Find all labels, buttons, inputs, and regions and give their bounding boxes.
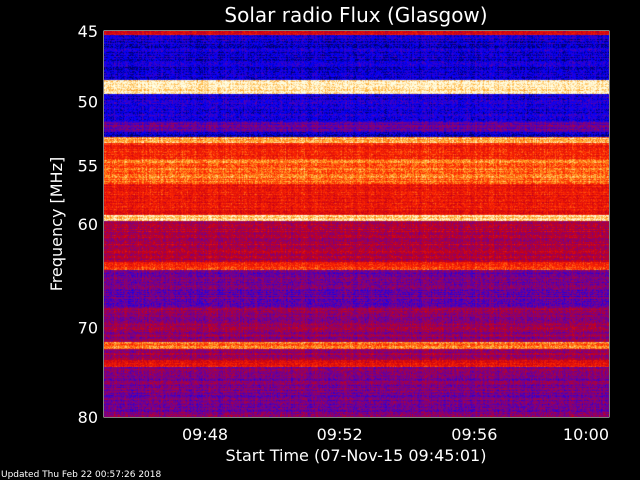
y-tick-label: 70 xyxy=(78,318,98,337)
spectrogram-image xyxy=(104,31,609,417)
y-tick-label: 50 xyxy=(78,93,98,112)
chart-title: Solar radio Flux (Glasgow) xyxy=(224,3,487,27)
x-tick-label: 10:00 xyxy=(563,425,609,444)
y-axis-label: Frequency [MHz] xyxy=(47,157,66,291)
y-tick-label: 45 xyxy=(78,22,98,41)
y-tick-label: 80 xyxy=(78,408,98,427)
x-axis-label: Start Time (07-Nov-15 09:45:01) xyxy=(226,446,487,465)
y-tick-label: 60 xyxy=(78,215,98,234)
x-tick-label: 09:56 xyxy=(451,425,497,444)
x-axis: 09:48 09:52 09:56 10:00 xyxy=(137,407,610,444)
x-tick-label: 09:48 xyxy=(182,425,228,444)
x-tick-label: 09:52 xyxy=(317,425,363,444)
y-tick-label: 55 xyxy=(78,157,98,176)
updated-footer: Updated Thu Feb 22 00:57:26 2018 xyxy=(1,470,162,480)
